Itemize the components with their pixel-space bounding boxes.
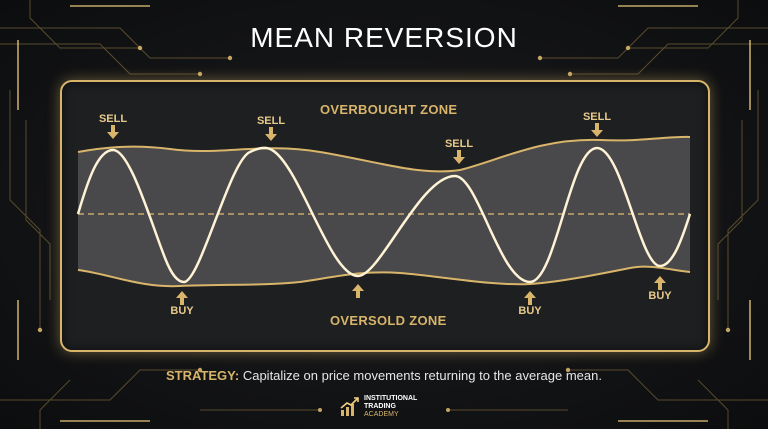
sell-signal: SELL — [251, 115, 291, 141]
brand-logo: INSTITUTIONAL TRADING ACADEMY — [340, 393, 417, 421]
oversold-zone-label: OVERSOLD ZONE — [330, 313, 447, 328]
upper-band-line — [77, 135, 691, 173]
arrow-up-icon — [352, 284, 364, 298]
buy-label: BUY — [170, 305, 194, 317]
page-title: MEAN REVERSION — [250, 22, 518, 53]
chart-bars-icon — [340, 397, 359, 416]
sell-signal: SELL — [93, 113, 133, 139]
buy-signal: BUY — [510, 291, 550, 317]
arrow-down-icon — [453, 150, 465, 164]
arrow-up-icon — [524, 291, 536, 305]
brand-line-1: INSTITUTIONAL — [364, 395, 418, 402]
price-band — [78, 136, 690, 287]
strategy-label: STRATEGY: — [166, 368, 240, 383]
buy-signal: BUY — [162, 291, 202, 317]
buy-label: BUY — [518, 305, 542, 317]
overbought-zone-label: OVERBOUGHT ZONE — [320, 102, 458, 117]
sell-signal: SELL — [577, 111, 617, 137]
strategy-caption: STRATEGY: Capitalize on price movements … — [0, 368, 768, 383]
sell-signal: SELL — [439, 138, 479, 164]
brand-line-3: ACADEMY — [364, 411, 399, 418]
buy-signal: BUY — [640, 276, 680, 302]
price-wave — [76, 146, 692, 284]
strategy-text: Capitalize on price movements returning … — [242, 368, 602, 383]
sell-label: SELL — [444, 138, 474, 150]
sell-label: SELL — [582, 111, 612, 123]
sell-label: SELL — [98, 113, 128, 125]
brand-name: INSTITUTIONAL TRADING ACADEMY — [364, 395, 417, 419]
arrow-down-icon — [107, 125, 119, 139]
lower-band-line — [77, 265, 691, 288]
sell-label: SELL — [256, 115, 286, 127]
arrow-up-icon — [176, 291, 188, 305]
brand-line-2: TRADING — [364, 403, 396, 410]
buy-signal — [338, 284, 378, 298]
arrow-up-icon — [654, 276, 666, 290]
arrow-down-icon — [265, 127, 277, 141]
arrow-down-icon — [591, 123, 603, 137]
buy-label: BUY — [648, 290, 672, 302]
